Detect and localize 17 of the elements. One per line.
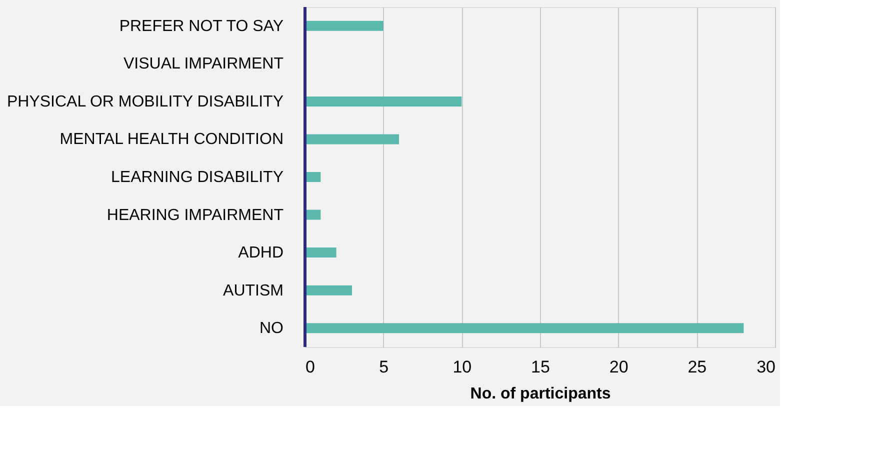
x-tick-label: 20 xyxy=(609,358,628,376)
x-axis-title: No. of participants xyxy=(470,386,611,402)
y-tick-label: PREFER NOT TO SAY xyxy=(119,18,284,35)
y-tick-label: AUTISM xyxy=(223,282,284,300)
y-tick-label: PHYSICAL OR MOBILITY DISABILITY xyxy=(6,93,284,110)
x-tick-label: 5 xyxy=(379,358,389,376)
y-tick-label: LEARNING DISABILITY xyxy=(111,169,284,186)
y-tick-label: ADHD xyxy=(238,244,284,262)
y-tick-label: NO xyxy=(260,320,284,338)
x-tick-label: 0 xyxy=(306,358,315,376)
x-tick-label: 10 xyxy=(452,358,472,376)
y-tick-label: VISUAL IMPAIRMENT xyxy=(123,56,284,73)
y-tick-label: HEARING IMPAIRMENT xyxy=(106,206,284,224)
y-tick-label: MENTAL HEALTH CONDITION xyxy=(60,131,284,148)
x-tick-label: 30 xyxy=(756,358,776,376)
x-tick-label: 25 xyxy=(688,358,707,376)
x-tick-label: 15 xyxy=(531,358,550,376)
